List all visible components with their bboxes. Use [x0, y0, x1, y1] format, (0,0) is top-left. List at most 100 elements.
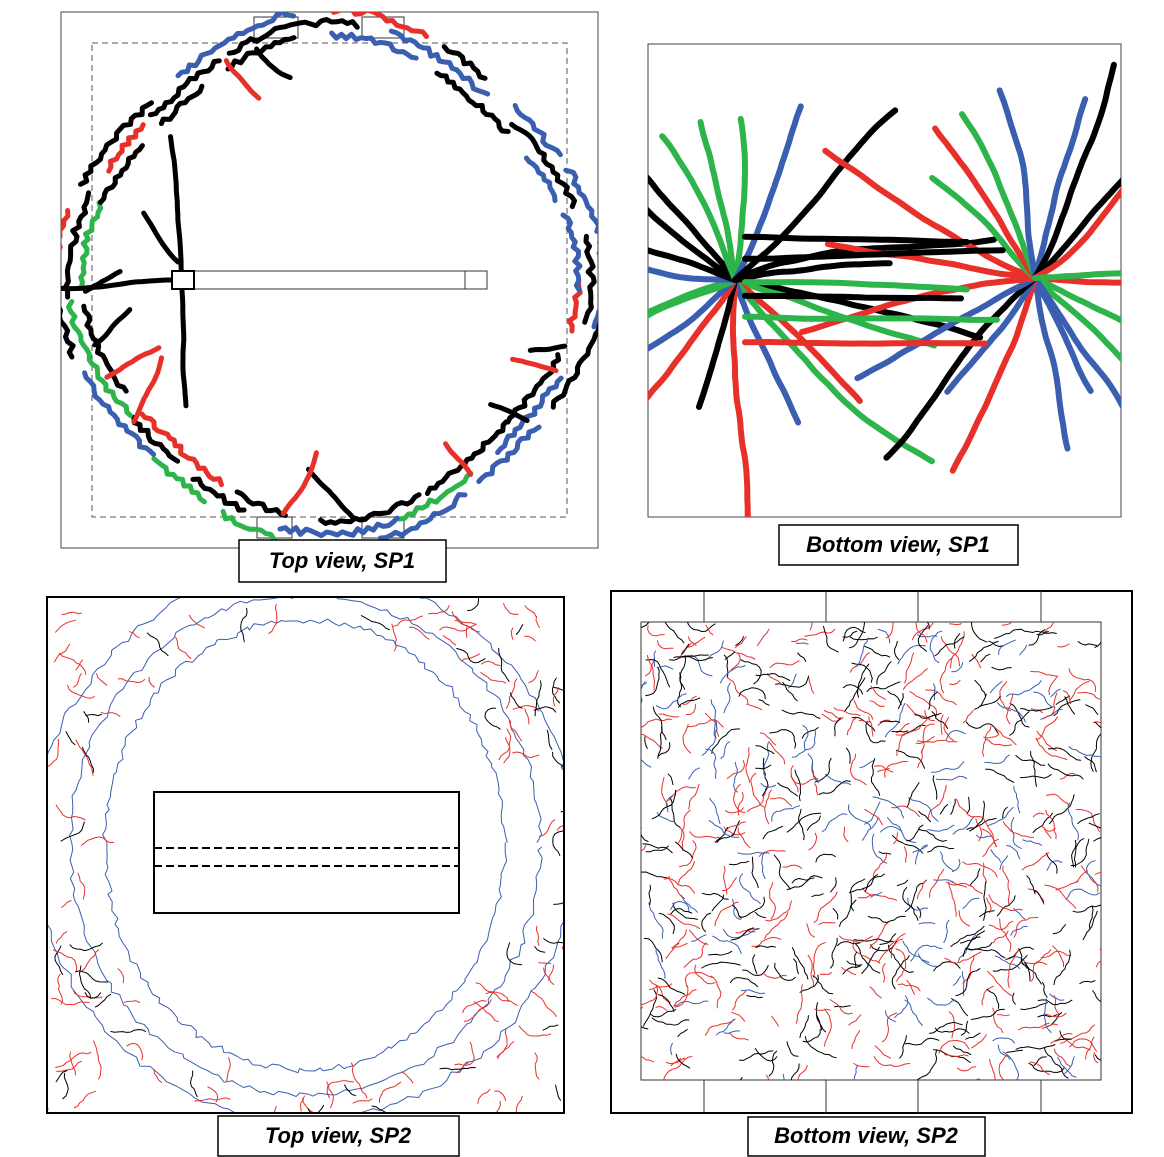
crack: [380, 1082, 401, 1102]
crack: [726, 1077, 742, 1107]
crack: [82, 950, 99, 972]
crack: [440, 1068, 475, 1070]
crack: [534, 707, 556, 712]
crack: [182, 280, 186, 406]
panel-top-sp2: [29, 567, 598, 1130]
figure: Top view, SP1 Bottom view, SP1 Top view,…: [0, 0, 1164, 1157]
crack: [111, 1030, 146, 1033]
crack: [464, 1000, 491, 1021]
crack: [504, 604, 519, 615]
crack: [482, 661, 500, 665]
crack: [828, 591, 834, 622]
crack: [101, 713, 120, 717]
crack: [536, 926, 539, 945]
crack: [535, 947, 545, 953]
panel-bottom-sp1: [529, 44, 1164, 561]
crack: [629, 1007, 643, 1026]
crack: [392, 624, 397, 651]
crack: [536, 616, 539, 627]
crack: [504, 738, 510, 763]
crack: [283, 453, 316, 514]
crack: [525, 709, 529, 724]
crack: [498, 1042, 514, 1059]
crack: [557, 825, 584, 835]
crack: [457, 649, 485, 663]
crack: [733, 280, 748, 561]
crack: [29, 1080, 49, 1109]
caption: Top view, SP1: [269, 548, 415, 573]
crack: [63, 1073, 69, 1098]
crack: [56, 932, 67, 944]
crack: [510, 693, 522, 709]
crack: [76, 740, 93, 775]
crack: [66, 732, 75, 745]
crack: [56, 1053, 91, 1068]
crack: [735, 280, 798, 423]
crack: [947, 278, 1035, 392]
crack: [539, 963, 551, 964]
crack: [59, 280, 173, 289]
crack: [529, 671, 538, 683]
crack: [226, 61, 258, 99]
crack: [134, 358, 162, 422]
crack: [659, 1080, 676, 1111]
crack: [463, 1001, 487, 1013]
crack: [530, 346, 565, 350]
crack: [127, 1043, 143, 1059]
crack: [735, 119, 745, 280]
crack: [498, 378, 562, 453]
crack: [452, 612, 479, 633]
crack: [745, 342, 985, 344]
crack: [191, 1071, 198, 1097]
crack: [124, 1001, 140, 1003]
crack: [107, 348, 159, 378]
crack: [74, 1091, 95, 1108]
crack: [150, 61, 219, 115]
crack: [1101, 1039, 1117, 1048]
crack: [547, 730, 552, 749]
crack: [466, 626, 467, 638]
crack: [144, 213, 178, 262]
crack: [176, 637, 191, 659]
crack: [513, 359, 557, 370]
crack: [70, 1052, 76, 1075]
crack: [189, 615, 204, 628]
crack: [525, 606, 536, 617]
crack: [353, 1099, 372, 1103]
crack: [532, 992, 557, 1017]
caption: Bottom view, SP2: [774, 1123, 959, 1148]
crack: [553, 688, 558, 706]
crack: [352, 1063, 368, 1098]
crack: [476, 983, 509, 1002]
crack: [59, 653, 86, 674]
crack: [497, 1029, 507, 1057]
crack: [147, 633, 168, 656]
crack: [1002, 597, 1024, 625]
crack: [556, 1085, 561, 1100]
crack: [427, 422, 506, 494]
panel-bottom-sp2: [611, 591, 1132, 1113]
crack: [886, 278, 1035, 458]
crack: [516, 625, 523, 635]
crack: [74, 674, 82, 688]
crack: [84, 712, 89, 723]
crack: [241, 608, 247, 641]
crack: [227, 1058, 231, 1081]
crack: [81, 103, 152, 185]
crack: [380, 495, 465, 538]
crack: [142, 414, 222, 485]
crack: [97, 674, 107, 686]
crack: [563, 215, 580, 290]
crack: [495, 1091, 506, 1100]
crack: [82, 837, 114, 845]
crack: [94, 1041, 102, 1079]
crack: [506, 679, 516, 709]
crack: [269, 605, 277, 634]
crack: [118, 969, 124, 983]
crack: [535, 1053, 539, 1079]
crack: [562, 947, 597, 959]
crack: [478, 1089, 490, 1104]
crack: [86, 715, 102, 716]
crack: [485, 708, 500, 729]
crack: [525, 636, 536, 641]
